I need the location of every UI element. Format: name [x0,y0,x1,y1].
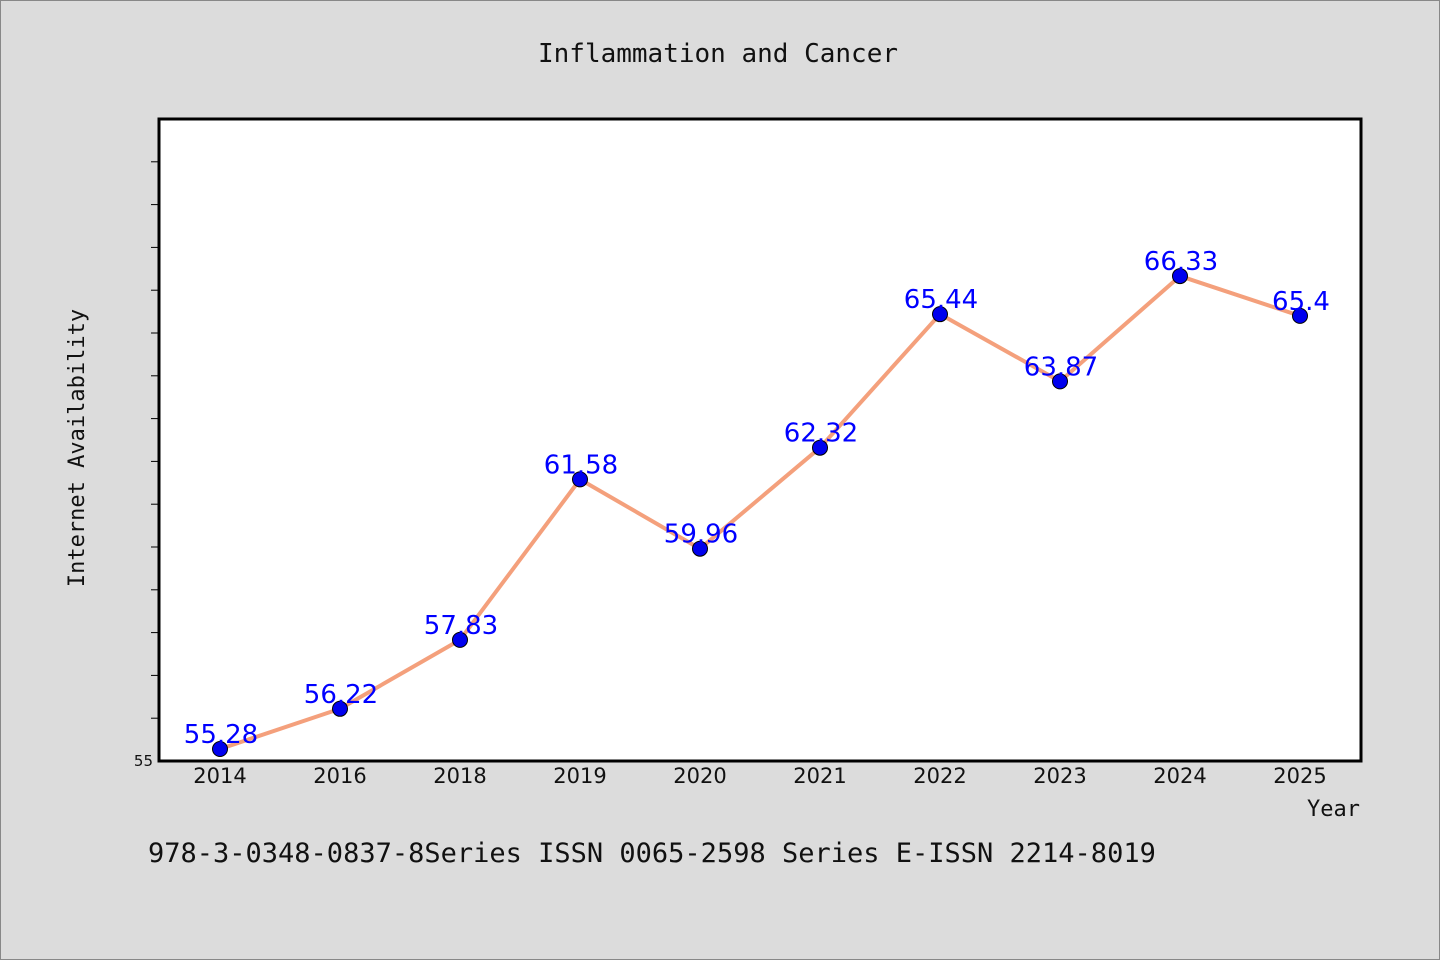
data-point-2021 [812,439,828,456]
x-tick-label: 2018 [433,764,486,788]
chart-title: Inflammation and Cancer [538,39,898,69]
x-tick-label: 2025 [1273,764,1326,788]
x-tick-label: 2014 [193,764,246,788]
data-label-2016: 56.22 [304,680,378,710]
data-point-2023 [1052,373,1068,390]
x-tick-label: 2016 [313,764,366,788]
data-label-2022: 65.44 [904,285,978,315]
data-label-2014: 55.28 [184,720,258,750]
data-point-2014 [212,741,228,758]
data-label-2024: 66.33 [1144,247,1218,277]
y-axis-label: Internet Availability [65,309,90,587]
x-tick-label: 2024 [1153,764,1206,788]
y-tick-label: 55 [134,752,153,770]
data-label-2023: 63.87 [1024,352,1098,382]
y-axis-ticks: 55 [134,161,159,770]
data-point-2016 [332,700,348,717]
data-label-2018: 57.83 [424,611,498,641]
x-axis-label: Year [1307,797,1360,822]
x-tick-label: 2019 [553,764,606,788]
data-point-2025 [1292,307,1308,324]
plot-area [157,117,1363,763]
data-point-2024 [1172,268,1188,285]
data-point-2020 [692,540,708,557]
x-tick-label: 2022 [913,764,966,788]
series-line [219,274,1301,751]
data-point-2019 [572,471,588,488]
x-tick-label: 2021 [793,764,846,788]
data-point-2018 [452,631,468,648]
data-label-2021: 62.32 [784,419,858,449]
footer-text: 978-3-0348-0837-8Series ISSN 0065-2598 S… [148,838,1156,869]
x-tick-label: 2023 [1033,764,1086,788]
x-axis-ticks: 2014 2016 2018 2019 2020 2021 2022 2023 2024 2025 [193,764,1326,788]
data-point-2022 [932,306,948,323]
data-label-2025: 65.4 [1272,287,1330,317]
series-group: 55.28 56.22 57.83 61.58 59.96 62.32 65.44 63.87… [184,247,1330,758]
data-label-2020: 59.96 [664,520,738,550]
x-tick-label: 2020 [673,764,726,788]
data-label-2019: 61.58 [544,450,618,480]
